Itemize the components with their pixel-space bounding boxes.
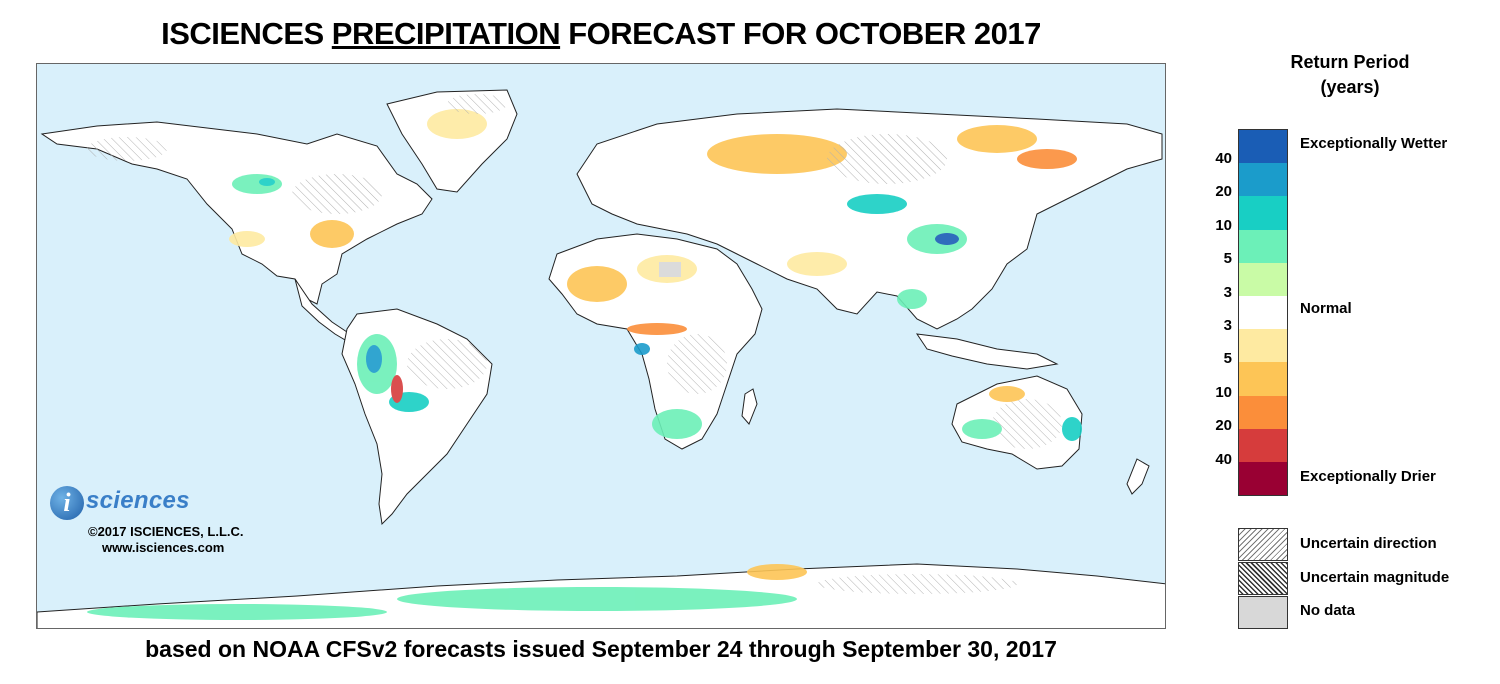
website-link[interactable]: www.isciences.com xyxy=(102,540,225,555)
map-subtitle: based on NOAA CFSv2 forecasts issued Sep… xyxy=(145,636,1057,662)
legend-color-bar xyxy=(1238,129,1288,497)
no-data-swatch xyxy=(1238,596,1288,629)
copyright-text: ©2017 ISCIENCES, L.L.C. xyxy=(88,524,244,539)
tick-wet-40: 40 xyxy=(1215,150,1232,167)
label-uncertain-magnitude: Uncertain magnitude xyxy=(1300,569,1450,586)
map-title: ISCIENCES PRECIPITATION FORECAST FOR OCT… xyxy=(161,16,1041,51)
tick-dry-10: 10 xyxy=(1215,384,1232,401)
tick-wet-20: 20 xyxy=(1215,183,1232,200)
map-canvas xyxy=(37,89,1165,628)
legend-swatch-3 xyxy=(1239,229,1287,263)
logo-wordmark: sciences xyxy=(86,487,190,514)
logo-i-icon: i xyxy=(50,486,84,520)
legend-title: Return Period (years) xyxy=(1290,52,1410,97)
north-america xyxy=(40,121,433,305)
new-zealand xyxy=(1126,458,1150,495)
legend-swatch-10 xyxy=(1239,461,1287,496)
tick-dry-40: 40 xyxy=(1215,451,1232,468)
legend-swatch-1 xyxy=(1239,163,1287,197)
legend-swatch-4 xyxy=(1239,262,1287,296)
tick-dry-5: 5 xyxy=(1223,350,1232,367)
tick-dry-20: 20 xyxy=(1215,417,1232,434)
tick-dry-3: 3 xyxy=(1223,317,1232,334)
legend-swatch-0 xyxy=(1239,130,1287,164)
legend-swatch-8 xyxy=(1239,395,1287,429)
label-normal: Normal xyxy=(1300,300,1352,317)
isciences-logo: i sciences ©2017 ISCIENCES, L.L.C. www.i… xyxy=(50,486,290,556)
label-exceptionally-drier: Exceptionally Drier xyxy=(1300,468,1436,485)
tick-wet-10: 10 xyxy=(1215,217,1232,234)
legend-swatch-7 xyxy=(1239,362,1287,396)
legend-swatch-6 xyxy=(1239,329,1287,363)
label-exceptionally-wetter: Exceptionally Wetter xyxy=(1300,135,1448,152)
legend-swatch-9 xyxy=(1239,428,1287,462)
tick-wet-3: 3 xyxy=(1223,284,1232,301)
madagascar xyxy=(741,388,758,425)
anomaly-overlay xyxy=(87,94,1082,620)
world-map xyxy=(36,63,1166,629)
uncertain-direction-swatch xyxy=(1238,528,1288,561)
uncertain-magnitude-swatch xyxy=(1238,562,1288,595)
label-uncertain-direction: Uncertain direction xyxy=(1300,535,1437,552)
legend-swatch-5 xyxy=(1239,295,1287,330)
legend-swatch-2 xyxy=(1239,196,1287,230)
indonesia xyxy=(915,333,1059,370)
label-no-data: No data xyxy=(1300,602,1356,619)
tick-wet-5: 5 xyxy=(1223,250,1232,267)
greenland xyxy=(386,89,518,193)
